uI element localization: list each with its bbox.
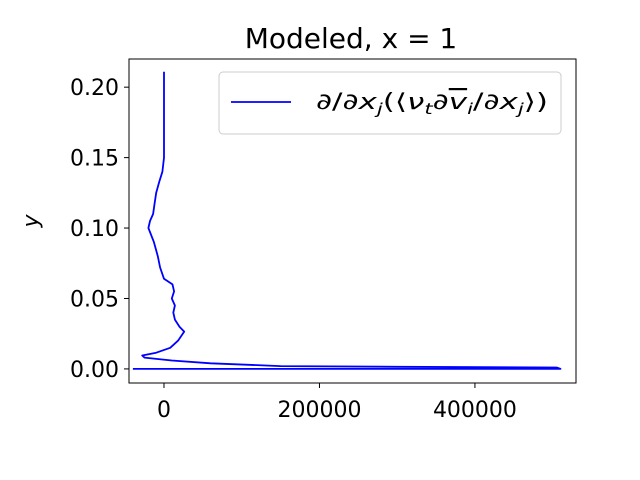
x-tick-label: 200000 — [277, 398, 361, 423]
legend: ∂/∂ x j(⟨ ν t ∂ v i/∂ x j⟩) — [218, 71, 562, 135]
y-tick-label: 0.15 — [70, 147, 119, 172]
y-axis-label: y — [19, 214, 44, 229]
y-tick-label: 0.20 — [70, 76, 119, 101]
y-tick-label: 0.05 — [70, 287, 119, 312]
chart-title: Modeled, x = 1 — [245, 22, 458, 55]
legend-box — [218, 71, 562, 135]
x-tick-label: 0 — [157, 398, 171, 423]
y-axis: 0.00 0.05 0.10 0.15 0.20 — [70, 76, 129, 383]
y-tick-label: 0.00 — [70, 358, 119, 383]
x-tick-label: 400000 — [433, 398, 517, 423]
x-axis: 0 200000 400000 — [157, 383, 517, 423]
plot-area — [132, 71, 562, 370]
legend-label: ∂/∂ x j(⟨ ν t ∂ v i/∂ x j⟩) — [316, 90, 548, 118]
series-line — [132, 71, 562, 370]
axes-frame — [128, 58, 577, 384]
y-tick-label: 0.10 — [70, 217, 119, 242]
